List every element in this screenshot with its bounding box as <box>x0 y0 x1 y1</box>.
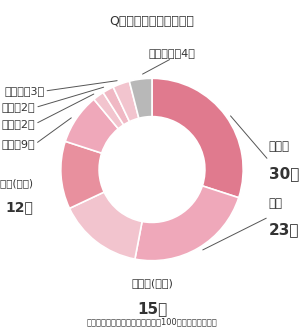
Wedge shape <box>103 87 130 125</box>
Text: 23人: 23人 <box>269 222 299 237</box>
Wedge shape <box>94 93 124 129</box>
Text: Q．改善された症状は？: Q．改善された症状は？ <box>109 15 195 28</box>
Text: 頭痛　2人: 頭痛 2人 <box>2 119 35 129</box>
Text: 肩こり: 肩こり <box>269 140 290 153</box>
Text: 少し不満　4人: 少し不満 4人 <box>149 48 195 58</box>
Wedge shape <box>135 186 239 261</box>
Text: 15人: 15人 <box>137 301 167 316</box>
Text: メンテナンス(よい): メンテナンス(よい) <box>0 178 33 188</box>
Wedge shape <box>129 78 152 118</box>
Text: 腰痛　2人: 腰痛 2人 <box>2 103 35 113</box>
Text: 首痛　9人: 首痛 9人 <box>2 139 35 149</box>
Text: 寝心地(よい): 寝心地(よい) <box>131 278 173 288</box>
Text: 30人: 30人 <box>269 166 299 181</box>
Wedge shape <box>113 81 139 122</box>
Wedge shape <box>65 99 118 153</box>
Wedge shape <box>70 192 142 259</box>
Text: 不眠: 不眠 <box>269 197 283 209</box>
Text: （オーダーメイドピローご愛用者100人に聞きました）: （オーダーメイドピローご愛用者100人に聞きました） <box>87 317 217 326</box>
Wedge shape <box>152 78 243 198</box>
Text: 12人: 12人 <box>5 201 33 214</box>
Text: その他　3人: その他 3人 <box>4 86 44 96</box>
Wedge shape <box>61 141 104 208</box>
